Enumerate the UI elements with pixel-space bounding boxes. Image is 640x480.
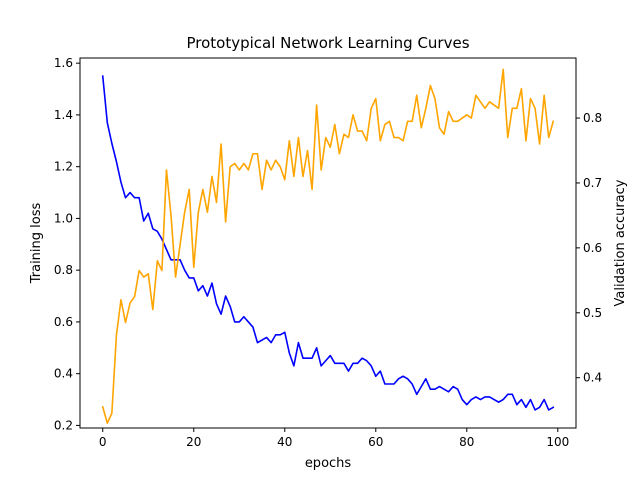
x-tick-label: 40 [277,435,292,449]
y-left-tick-label: 1.6 [54,56,73,70]
ticks: 0 20 40 60 80 100 0.2 0.4 0.6 0.8 1.0 1.2 1.4 1.6 0.4 0… [54,56,602,449]
y-right-tick-label: 0.6 [583,241,602,255]
x-tick-label: 100 [546,435,569,449]
y-right-tick-label: 0.4 [583,371,602,385]
x-axis-label: epochs [305,456,352,471]
y-right-tick-label: 0.5 [583,306,602,320]
y-left-tick-label: 0.4 [54,367,73,381]
x-tick-label: 60 [368,435,383,449]
y-right-tick-label: 0.8 [583,111,602,125]
x-tick-label: 80 [459,435,474,449]
y-right-tick-label: 0.7 [583,176,602,190]
y-left-tick-label: 0.2 [54,418,73,432]
chart-title: Prototypical Network Learning Curves [186,34,469,52]
axes-frame [79,57,577,429]
validation-accuracy-line [101,68,555,424]
y-axis-left-label: Training loss [29,203,44,285]
y-left-tick-label: 0.6 [54,315,73,329]
y-left-tick-label: 1.2 [54,160,73,174]
x-tick-label: 0 [99,435,107,449]
y-left-tick-label: 0.8 [54,263,73,277]
y-left-tick-label: 1.0 [54,211,73,225]
y-left-tick-label: 1.4 [54,108,73,122]
plot-area [101,68,555,424]
y-axis-right-label: Validation accuracy [613,179,628,306]
x-tick-label: 20 [186,435,201,449]
